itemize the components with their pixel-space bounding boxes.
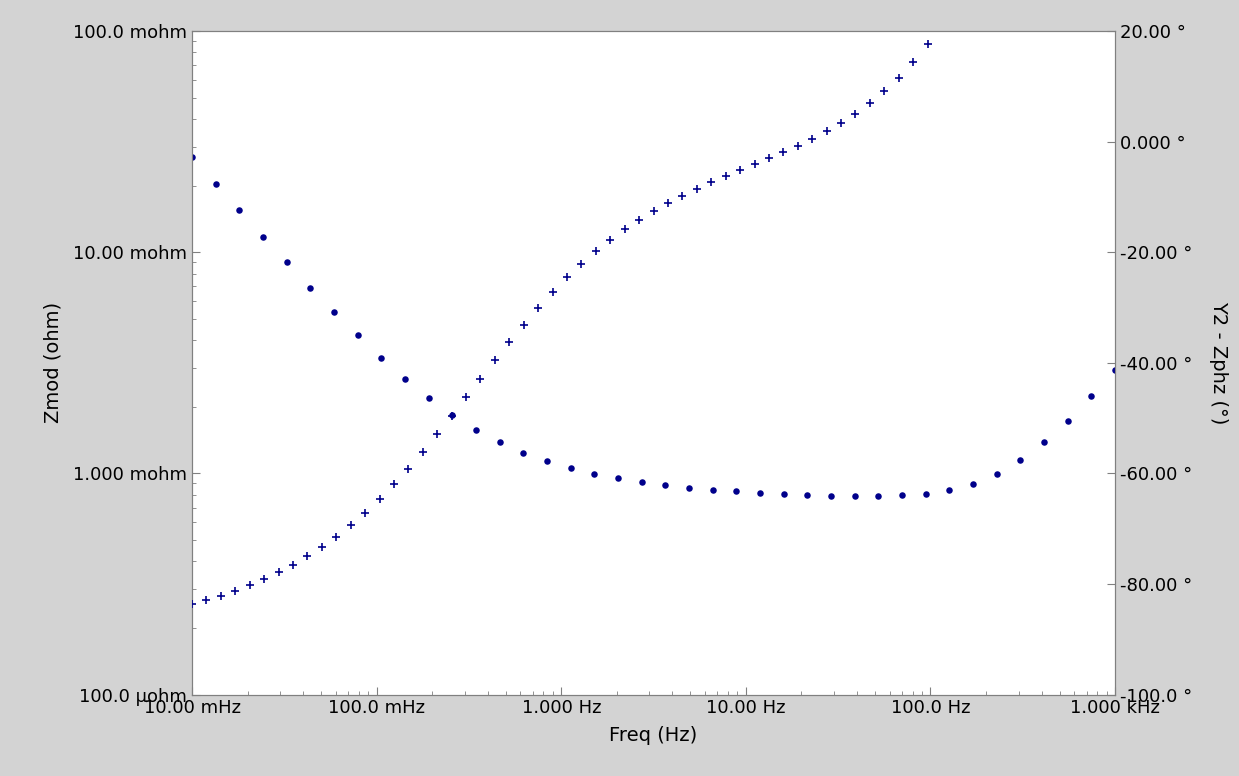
- Point: [312, 541, 332, 553]
- Point: [817, 125, 836, 137]
- Point: [586, 245, 606, 258]
- Point: [282, 559, 302, 571]
- Point: [558, 272, 577, 284]
- Point: [326, 531, 346, 543]
- Point: [325, 306, 344, 318]
- Point: [1011, 454, 1031, 466]
- Point: [442, 409, 462, 421]
- Point: [1035, 436, 1054, 449]
- Point: [892, 489, 912, 501]
- Point: [229, 204, 249, 217]
- Point: [803, 133, 823, 145]
- Point: [543, 286, 563, 298]
- Point: [499, 336, 519, 348]
- Point: [963, 478, 983, 490]
- Point: [701, 176, 721, 189]
- Point: [845, 490, 865, 502]
- Point: [986, 468, 1006, 480]
- Point: [269, 566, 289, 579]
- Point: [466, 424, 486, 436]
- Point: [427, 428, 447, 440]
- Point: [384, 478, 404, 490]
- Point: [561, 462, 581, 475]
- Point: [947, 0, 966, 6]
- Point: [632, 476, 652, 488]
- Point: [456, 391, 476, 404]
- Point: [773, 146, 793, 158]
- Point: [644, 205, 664, 217]
- Point: [341, 519, 361, 532]
- Point: [254, 573, 274, 585]
- X-axis label: Freq (Hz): Freq (Hz): [610, 726, 698, 745]
- Point: [845, 108, 865, 120]
- Point: [348, 329, 368, 341]
- Point: [585, 468, 605, 480]
- Point: [297, 550, 317, 563]
- Point: [788, 140, 808, 152]
- Point: [276, 256, 296, 268]
- Point: [831, 117, 851, 130]
- Point: [798, 489, 818, 501]
- Point: [571, 258, 591, 270]
- Point: [860, 97, 880, 109]
- Point: [716, 170, 736, 182]
- Point: [615, 223, 634, 236]
- Point: [399, 462, 419, 475]
- Point: [686, 182, 706, 195]
- Point: [903, 56, 923, 68]
- Point: [726, 485, 746, 497]
- Point: [240, 579, 260, 591]
- Point: [182, 598, 202, 610]
- Point: [629, 213, 649, 226]
- Point: [875, 85, 895, 98]
- Point: [760, 152, 779, 165]
- Point: [471, 372, 491, 385]
- Point: [1058, 414, 1078, 427]
- Point: [821, 490, 841, 502]
- Point: [888, 71, 908, 84]
- Point: [442, 410, 462, 422]
- Point: [225, 584, 245, 597]
- Point: [658, 197, 678, 210]
- Point: [655, 479, 675, 491]
- Point: [301, 282, 321, 294]
- Point: [489, 436, 509, 449]
- Point: [932, 16, 952, 29]
- Point: [395, 372, 415, 385]
- Point: [939, 484, 959, 497]
- Point: [774, 488, 794, 501]
- Point: [206, 178, 225, 190]
- Point: [869, 490, 888, 502]
- Point: [918, 37, 938, 50]
- Point: [1082, 390, 1101, 403]
- Y-axis label: Y2 - Zphz (°): Y2 - Zphz (°): [1209, 301, 1228, 424]
- Point: [730, 164, 750, 176]
- Point: [528, 302, 548, 314]
- Point: [197, 594, 217, 606]
- Point: [182, 151, 202, 163]
- Point: [253, 230, 273, 243]
- Point: [538, 456, 558, 468]
- Point: [673, 189, 693, 202]
- Point: [484, 354, 504, 366]
- Point: [1105, 364, 1125, 376]
- Point: [211, 589, 230, 601]
- Point: [750, 487, 769, 499]
- Point: [372, 352, 392, 364]
- Point: [608, 473, 628, 485]
- Point: [356, 507, 375, 519]
- Point: [514, 318, 534, 331]
- Point: [601, 234, 621, 246]
- Point: [369, 493, 389, 505]
- Point: [413, 445, 432, 458]
- Point: [419, 392, 439, 404]
- Point: [916, 487, 935, 500]
- Point: [703, 483, 722, 496]
- Y-axis label: Zmod (ohm): Zmod (ohm): [43, 302, 62, 424]
- Point: [513, 447, 533, 459]
- Point: [679, 481, 699, 494]
- Point: [745, 158, 764, 170]
